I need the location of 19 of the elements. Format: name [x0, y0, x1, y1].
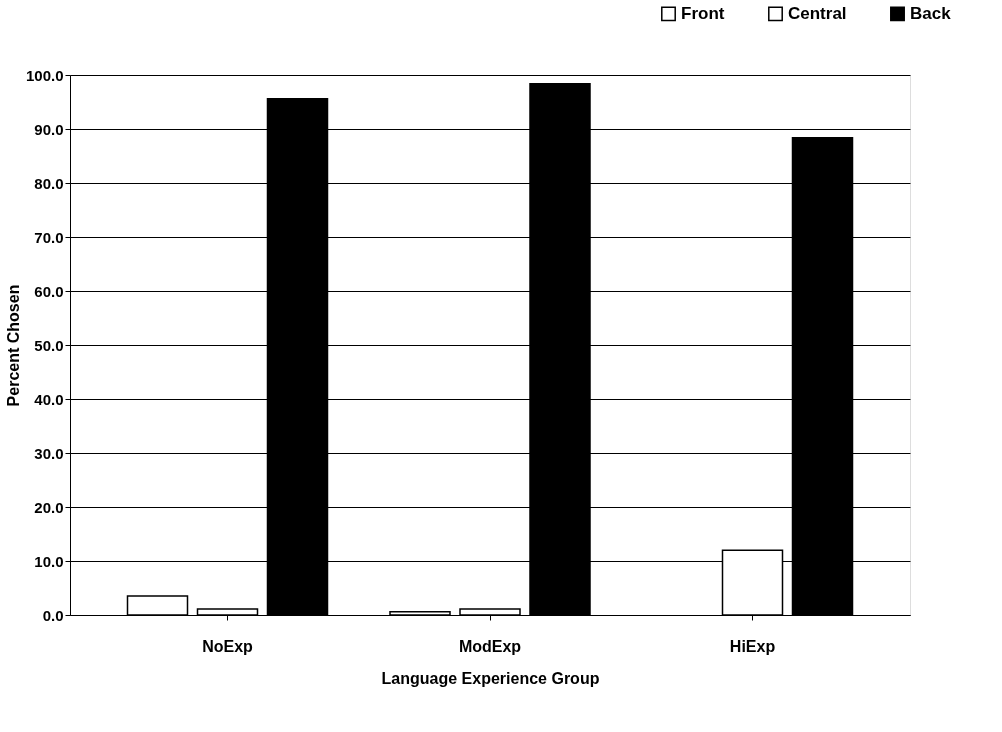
y-tick-label: 80.0	[34, 174, 64, 192]
x-tick-label: HiExp	[729, 637, 776, 655]
y-tick-label: 0.0	[42, 606, 64, 624]
y-tick-label: 100.0	[25, 66, 64, 84]
y-axis-title: Percent Chosen	[4, 284, 22, 407]
y-tick-label: 40.0	[34, 390, 64, 408]
x-tick-label: ModExp	[458, 637, 522, 655]
legend-label: Back	[910, 3, 952, 23]
y-tick-label: 90.0	[34, 120, 64, 138]
y-tick-label: 30.0	[34, 444, 64, 462]
y-tick-label: 60.0	[34, 282, 64, 300]
legend-label: Central	[788, 3, 847, 23]
x-tick-label: NoExp	[202, 637, 254, 655]
y-tick-label: 70.0	[34, 228, 64, 246]
legend-label: Front	[681, 3, 725, 23]
y-tick-label: 10.0	[34, 552, 64, 570]
x-axis-title: Language Experience Group	[381, 669, 600, 687]
y-tick-label: 20.0	[34, 498, 64, 516]
y-tick-label: 50.0	[34, 336, 64, 354]
